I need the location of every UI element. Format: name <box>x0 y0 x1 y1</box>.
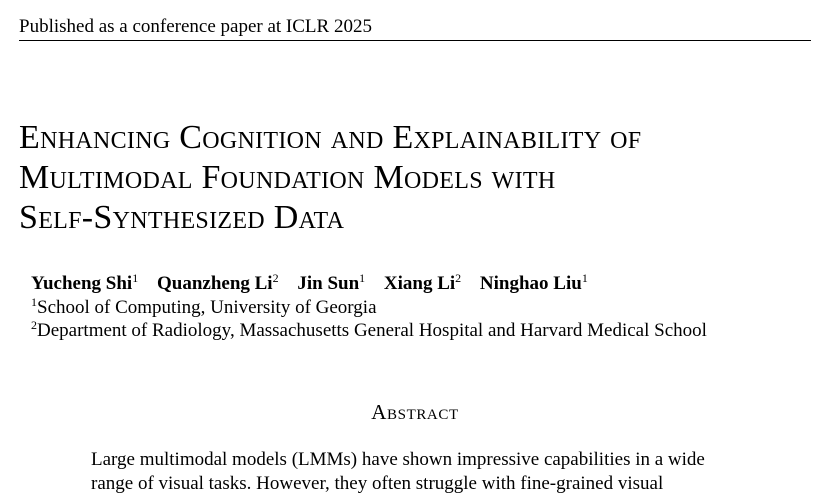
title-line-1: Enhancing Cognition and Explainability o… <box>19 119 642 156</box>
author-name: Jin Sun <box>297 273 360 294</box>
author: Quanzheng Li2 <box>156 271 279 294</box>
abstract-body: Large multimodal models (LMMs) have show… <box>91 448 739 496</box>
affiliation-mark: 2 <box>31 318 37 332</box>
author-name: Ninghao Liu <box>479 273 582 294</box>
title-line-2: Multimodal Foundation Models with <box>19 159 556 196</box>
affiliation-text: School of Computing, University of Georg… <box>37 297 377 318</box>
author-affil-mark: 1 <box>581 271 588 285</box>
header-rule <box>19 40 811 41</box>
running-head: Published as a conference paper at ICLR … <box>19 16 372 37</box>
paper-title: Enhancing Cognition and Explainability o… <box>19 118 819 238</box>
author: Xiang Li2 <box>383 271 462 294</box>
affiliation-mark: 1 <box>31 295 37 309</box>
abstract-heading: Abstract <box>371 400 459 424</box>
affiliation: 1School of Computing, University of Geor… <box>31 296 377 320</box>
affiliation-text: Department of Radiology, Massachusetts G… <box>37 320 707 341</box>
author-affil-mark: 2 <box>272 271 279 285</box>
abstract-line: range of visual tasks. However, they oft… <box>91 473 664 494</box>
author-affil-mark: 2 <box>455 271 462 285</box>
author-affil-mark: 1 <box>359 271 366 285</box>
author: Yucheng Shi1 <box>31 271 139 294</box>
author-name: Xiang Li <box>383 273 456 294</box>
author-name: Yucheng Shi <box>31 273 133 294</box>
title-line-3: Self-Synthesized Data <box>19 199 345 236</box>
author-name: Quanzheng Li <box>156 273 273 294</box>
abstract-line: Large multimodal models (LMMs) have show… <box>91 449 705 470</box>
author: Ninghao Liu1 <box>479 271 588 294</box>
author-affil-mark: 1 <box>132 271 139 285</box>
author: Jin Sun1 <box>297 271 366 294</box>
author-list: Yucheng Shi1 Quanzheng Li2 Jin Sun1 Xian… <box>31 272 588 296</box>
affiliation: 2Department of Radiology, Massachusetts … <box>31 319 707 343</box>
